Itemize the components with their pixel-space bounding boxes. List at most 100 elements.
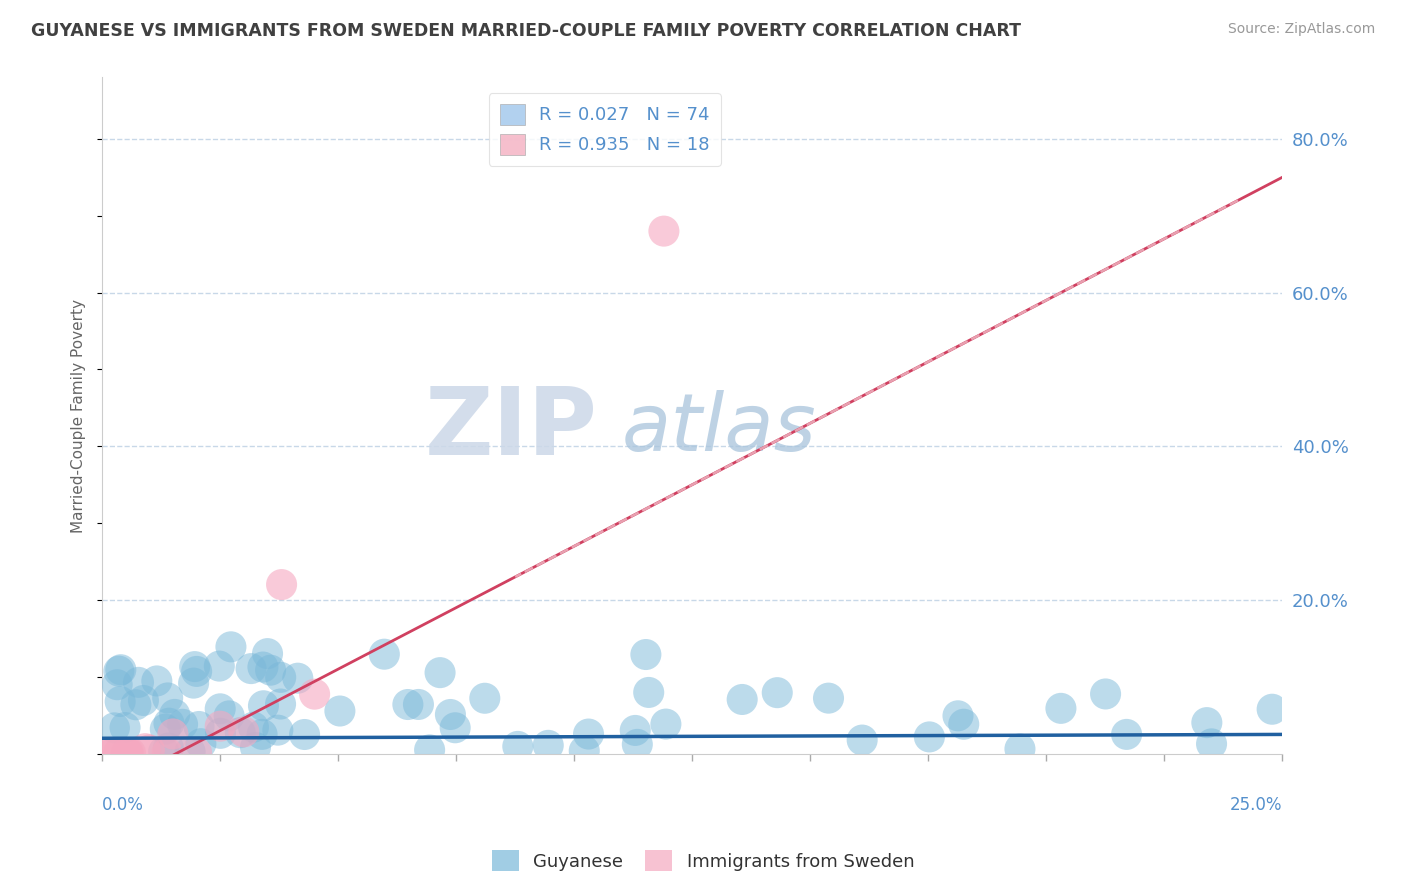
Point bbox=[624, 723, 647, 738]
Point bbox=[162, 727, 184, 741]
Point bbox=[240, 662, 263, 676]
Point bbox=[152, 745, 174, 759]
Point bbox=[117, 746, 139, 760]
Point bbox=[157, 741, 180, 756]
Point bbox=[146, 673, 169, 688]
Legend: Guyanese, Immigrants from Sweden: Guyanese, Immigrants from Sweden bbox=[485, 843, 921, 879]
Point bbox=[105, 678, 128, 692]
Point bbox=[97, 746, 120, 760]
Point bbox=[1050, 701, 1073, 715]
Point bbox=[626, 737, 648, 751]
Point bbox=[132, 693, 155, 707]
Point bbox=[186, 746, 208, 760]
Point bbox=[103, 721, 125, 735]
Point bbox=[219, 640, 242, 654]
Point bbox=[1195, 715, 1218, 730]
Point bbox=[156, 746, 179, 760]
Point bbox=[294, 727, 316, 741]
Point bbox=[190, 737, 212, 751]
Point bbox=[373, 647, 395, 661]
Point bbox=[270, 697, 292, 711]
Point bbox=[329, 704, 352, 718]
Point bbox=[1201, 737, 1223, 751]
Point bbox=[209, 726, 232, 740]
Point bbox=[304, 687, 326, 701]
Point bbox=[408, 698, 430, 712]
Point bbox=[208, 659, 231, 673]
Point bbox=[537, 739, 560, 753]
Point bbox=[474, 691, 496, 706]
Point bbox=[1008, 742, 1031, 756]
Point bbox=[817, 691, 839, 706]
Point bbox=[252, 660, 274, 674]
Point bbox=[98, 746, 121, 760]
Point bbox=[218, 709, 240, 723]
Point bbox=[163, 707, 186, 722]
Point bbox=[429, 665, 451, 680]
Point bbox=[120, 746, 142, 760]
Point bbox=[952, 717, 974, 731]
Point bbox=[444, 721, 467, 735]
Point bbox=[138, 743, 160, 757]
Point bbox=[634, 648, 657, 662]
Point bbox=[270, 577, 292, 591]
Point bbox=[209, 719, 232, 733]
Point bbox=[946, 708, 969, 723]
Point bbox=[574, 744, 596, 758]
Point bbox=[156, 690, 179, 705]
Point bbox=[157, 716, 180, 731]
Point bbox=[103, 746, 125, 760]
Point bbox=[128, 675, 150, 690]
Point bbox=[183, 659, 205, 673]
Y-axis label: Married-Couple Family Poverty: Married-Couple Family Poverty bbox=[72, 299, 86, 533]
Point bbox=[439, 707, 461, 722]
Point bbox=[267, 723, 290, 738]
Point bbox=[731, 692, 754, 706]
Text: atlas: atlas bbox=[621, 390, 815, 468]
Point bbox=[252, 698, 274, 713]
Point bbox=[209, 702, 232, 716]
Point bbox=[155, 722, 177, 736]
Point bbox=[578, 727, 600, 741]
Point bbox=[637, 685, 659, 699]
Point bbox=[256, 647, 278, 661]
Point bbox=[250, 727, 273, 741]
Point bbox=[396, 698, 419, 712]
Legend: R = 0.027   N = 74, R = 0.935   N = 18: R = 0.027 N = 74, R = 0.935 N = 18 bbox=[489, 94, 721, 166]
Point bbox=[1094, 687, 1116, 701]
Text: ZIP: ZIP bbox=[425, 383, 598, 475]
Point bbox=[851, 733, 873, 747]
Point bbox=[172, 717, 194, 731]
Point bbox=[506, 739, 529, 754]
Point bbox=[188, 719, 211, 733]
Point bbox=[108, 694, 131, 708]
Point bbox=[242, 720, 264, 734]
Point bbox=[232, 724, 254, 739]
Point bbox=[183, 676, 205, 690]
Point bbox=[117, 746, 139, 760]
Point bbox=[114, 721, 136, 735]
Point bbox=[655, 717, 678, 731]
Point bbox=[1261, 702, 1284, 716]
Point bbox=[287, 671, 309, 685]
Text: 0.0%: 0.0% bbox=[103, 796, 143, 814]
Point bbox=[259, 663, 281, 677]
Point bbox=[125, 698, 148, 712]
Point bbox=[107, 746, 129, 760]
Text: GUYANESE VS IMMIGRANTS FROM SWEDEN MARRIED-COUPLE FAMILY POVERTY CORRELATION CHA: GUYANESE VS IMMIGRANTS FROM SWEDEN MARRI… bbox=[31, 22, 1021, 40]
Point bbox=[245, 740, 267, 755]
Text: 25.0%: 25.0% bbox=[1230, 796, 1282, 814]
Point bbox=[918, 730, 941, 744]
Point bbox=[652, 224, 675, 238]
Point bbox=[115, 746, 138, 760]
Point bbox=[766, 686, 789, 700]
Point bbox=[419, 743, 441, 757]
Point bbox=[1115, 727, 1137, 741]
Point bbox=[108, 664, 131, 678]
Point bbox=[186, 665, 208, 679]
Point bbox=[229, 725, 252, 739]
Point bbox=[179, 745, 201, 759]
Point bbox=[110, 663, 132, 677]
Text: Source: ZipAtlas.com: Source: ZipAtlas.com bbox=[1227, 22, 1375, 37]
Point bbox=[134, 741, 156, 756]
